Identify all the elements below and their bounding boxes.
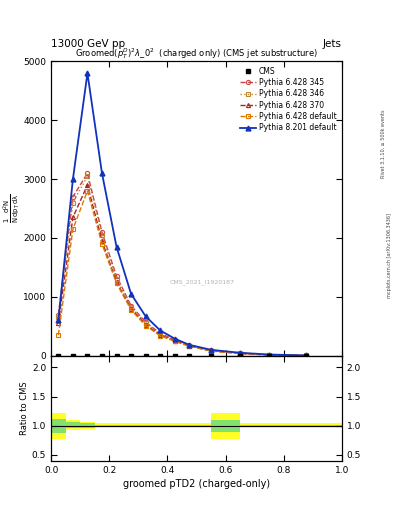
Text: Rivet 3.1.10, ≥ 500k events: Rivet 3.1.10, ≥ 500k events (381, 109, 386, 178)
Text: 13000 GeV pp: 13000 GeV pp (51, 38, 125, 49)
Text: Jets: Jets (323, 38, 342, 49)
X-axis label: groomed pTD2 (charged-only): groomed pTD2 (charged-only) (123, 479, 270, 489)
Y-axis label: Ratio to CMS: Ratio to CMS (20, 381, 29, 435)
Legend: CMS, Pythia 6.428 345, Pythia 6.428 346, Pythia 6.428 370, Pythia 6.428 default,: CMS, Pythia 6.428 345, Pythia 6.428 346,… (239, 65, 338, 134)
Title: Groomed$(p_T^D)^2\lambda\_0^2$  (charged only) (CMS jet substructure): Groomed$(p_T^D)^2\lambda\_0^2$ (charged … (75, 47, 318, 61)
Text: CMS_2021_I1920187: CMS_2021_I1920187 (170, 279, 235, 285)
Y-axis label: $\frac{1}{\rm N}\frac{{\rm d}^2 N}{{\rm d}p_T\,{\rm d}\lambda}$: $\frac{1}{\rm N}\frac{{\rm d}^2 N}{{\rm … (1, 194, 22, 223)
Text: mcplots.cern.ch [arXiv:1306.3436]: mcplots.cern.ch [arXiv:1306.3436] (387, 214, 391, 298)
